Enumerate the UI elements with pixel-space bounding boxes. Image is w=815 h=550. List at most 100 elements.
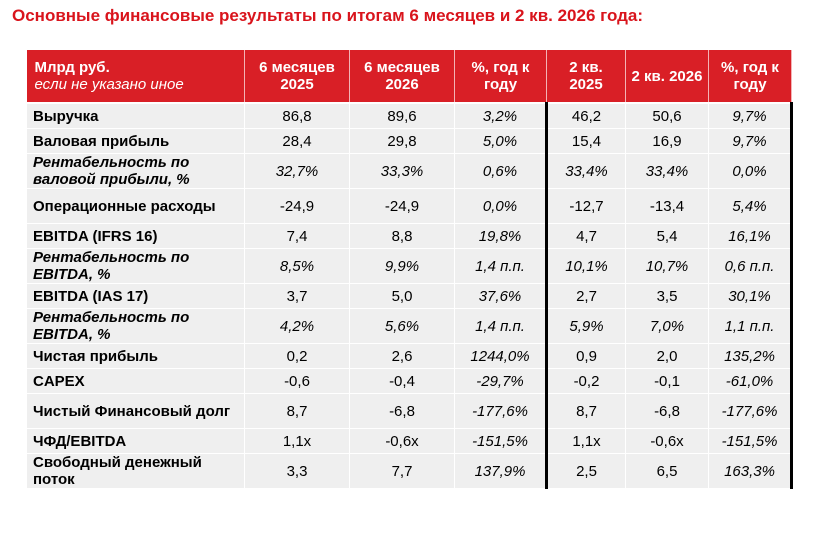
value-q2-2025: -0,2 (545, 368, 626, 394)
row-label: Рентабельность по валовой прибыли, % (26, 153, 245, 189)
value-6m-2026: -6,8 (349, 393, 455, 429)
value-6m-2025: 7,4 (244, 223, 350, 249)
value-6m-yoy: 137,9% (454, 453, 547, 489)
table-body: Выручка 86,8 89,6 3,2% 46,2 50,6 9,7% Валовая п… (26, 102, 793, 489)
value-6m-yoy: -177,6% (454, 393, 547, 429)
header-6m-2025: 6 месяцев 2025 (244, 50, 350, 104)
row-label: Свободный денежный поток (26, 453, 245, 489)
value-q2-2025: 15,4 (545, 128, 626, 154)
table-row: ЧФД/EBITDA 1,1x -0,6x -151,5% 1,1x -0,6x -151,… (26, 428, 793, 454)
table-row: Свободный денежный поток 3,3 7,7 137,9% 2,5 6… (26, 453, 793, 489)
row-label: EBITDA (IAS 17) (26, 283, 245, 309)
value-q2-2025: 2,7 (545, 283, 626, 309)
row-label: Операционные расходы (26, 188, 245, 224)
value-q2-2026: 10,7% (625, 248, 709, 284)
value-6m-2025: 3,7 (244, 283, 350, 309)
value-6m-yoy: 1244,0% (454, 343, 547, 369)
table-row: Операционные расходы -24,9 -24,9 0,0% -12,7-… (26, 188, 793, 224)
value-6m-2026: 29,8 (349, 128, 455, 154)
value-q2-2026: -13,4 (625, 188, 709, 224)
value-6m-yoy: 19,8% (454, 223, 547, 249)
header-q2-yoy: %, год к году (708, 50, 792, 104)
value-q2-2025: 5,9% (545, 308, 626, 344)
value-q2-2026: 2,0 (625, 343, 709, 369)
value-q2-2025: 4,7 (545, 223, 626, 249)
financial-results-table: Млрд руб. если не указано иное 6 месяцев… (26, 50, 793, 489)
table-row: Выручка 86,8 89,6 3,2% 46,2 50,6 9,7% (26, 102, 793, 129)
value-6m-yoy: -151,5% (454, 428, 547, 454)
value-6m-2025: -0,6 (244, 368, 350, 394)
table-header-row: Млрд руб. если не указано иное 6 месяцев… (26, 50, 792, 104)
row-label: EBITDA (IFRS 16) (26, 223, 245, 249)
header-6m-yoy: %, год к году (454, 50, 547, 104)
value-q2-2025: 10,1% (545, 248, 626, 284)
table-row: Чистый Финансовый долг 8,7 -6,8 -177,6% 8,7-… (26, 393, 793, 429)
value-q2-2026: 50,6 (625, 102, 709, 129)
row-label: Рентабельность по EBITDA, % (26, 308, 245, 344)
value-q2-yoy: 30,1% (708, 283, 793, 309)
value-6m-2026: 7,7 (349, 453, 455, 489)
value-6m-yoy: 0,0% (454, 188, 547, 224)
row-label: CAPEX (26, 368, 245, 394)
value-q2-yoy: -151,5% (708, 428, 793, 454)
table-row: EBITDA (IFRS 16) 7,4 8,8 19,8% 4,7 5,4 16,1% (26, 223, 793, 249)
value-6m-yoy: 1,4 п.п. (454, 248, 547, 284)
value-6m-2025: 8,5% (244, 248, 350, 284)
row-label: ЧФД/EBITDA (26, 428, 245, 454)
row-label: Валовая прибыль (26, 128, 245, 154)
value-q2-yoy: -61,0% (708, 368, 793, 394)
value-q2-2025: 8,7 (545, 393, 626, 429)
value-6m-yoy: 3,2% (454, 102, 547, 129)
value-6m-2025: 32,7% (244, 153, 350, 189)
page-title: Основные финансовые результаты по итогам… (12, 6, 644, 25)
value-6m-2026: 2,6 (349, 343, 455, 369)
value-6m-2026: -0,6x (349, 428, 455, 454)
table-row: Рентабельность по EBITDA, % 8,5% 9,9% 1,4 п… (26, 248, 793, 284)
value-q2-yoy: 5,4% (708, 188, 793, 224)
header-q2-2025: 2 кв. 2025 (546, 50, 626, 104)
value-q2-2025: 46,2 (545, 102, 626, 129)
header-q2-2026: 2 кв. 2026 (625, 50, 709, 104)
value-q2-2026: -0,6x (625, 428, 709, 454)
table-row: Рентабельность по валовой прибыли, % 32,7… (26, 153, 793, 189)
value-6m-yoy: 5,0% (454, 128, 547, 154)
value-q2-2026: 16,9 (625, 128, 709, 154)
value-q2-2026: 7,0% (625, 308, 709, 344)
value-q2-2026: 33,4% (625, 153, 709, 189)
value-6m-2025: -24,9 (244, 188, 350, 224)
value-q2-yoy: 135,2% (708, 343, 793, 369)
value-6m-2026: -0,4 (349, 368, 455, 394)
value-q2-yoy: 9,7% (708, 128, 793, 154)
value-6m-2026: 33,3% (349, 153, 455, 189)
value-6m-2025: 28,4 (244, 128, 350, 154)
value-6m-2026: 5,6% (349, 308, 455, 344)
value-q2-2026: 5,4 (625, 223, 709, 249)
row-label: Чистая прибыль (26, 343, 245, 369)
value-6m-2026: 8,8 (349, 223, 455, 249)
value-6m-2026: 9,9% (349, 248, 455, 284)
value-q2-yoy: 9,7% (708, 102, 793, 129)
value-6m-2025: 3,3 (244, 453, 350, 489)
value-q2-2025: 33,4% (545, 153, 626, 189)
row-label: Рентабельность по EBITDA, % (26, 248, 245, 284)
value-6m-yoy: 37,6% (454, 283, 547, 309)
value-6m-2025: 8,7 (244, 393, 350, 429)
header-label-cell: Млрд руб. если не указано иное (26, 50, 245, 104)
value-6m-2025: 1,1x (244, 428, 350, 454)
value-6m-2025: 0,2 (244, 343, 350, 369)
table-row: Валовая прибыль 28,4 29,8 5,0% 15,4 16,9 9,7% (26, 128, 793, 154)
value-q2-yoy: 0,0% (708, 153, 793, 189)
header-unit-note: если не указано иное (34, 76, 184, 93)
value-6m-yoy: -29,7% (454, 368, 547, 394)
value-q2-yoy: 1,1 п.п. (708, 308, 793, 344)
value-q2-2025: -12,7 (545, 188, 626, 224)
table-row: CAPEX -0,6 -0,4 -29,7% -0,2 -0,1 -61,0% (26, 368, 793, 394)
table-row: EBITDA (IAS 17) 3,7 5,0 37,6% 2,7 3,5 30,1% (26, 283, 793, 309)
value-q2-2025: 1,1x (545, 428, 626, 454)
header-unit-label: Млрд руб. (34, 59, 110, 76)
value-6m-2026: -24,9 (349, 188, 455, 224)
value-q2-2026: 3,5 (625, 283, 709, 309)
value-6m-yoy: 0,6% (454, 153, 547, 189)
value-q2-2026: -0,1 (625, 368, 709, 394)
value-6m-2026: 89,6 (349, 102, 455, 129)
